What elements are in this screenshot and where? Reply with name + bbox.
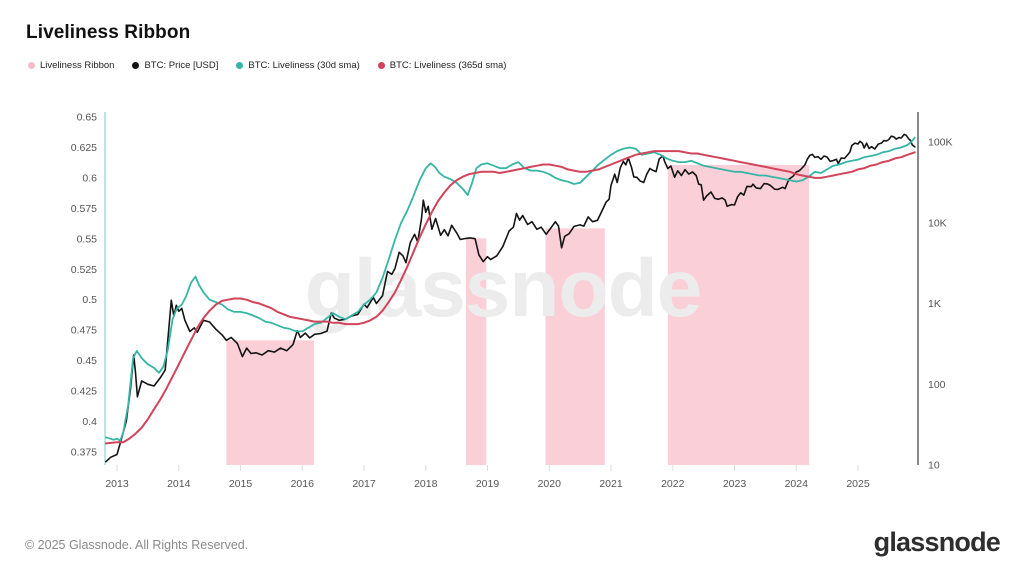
x-axis-label: 2014 <box>167 478 191 490</box>
series-btc-price-usd- <box>105 133 916 463</box>
x-axis-label: 2023 <box>723 478 747 490</box>
x-axis-label: 2018 <box>414 478 438 490</box>
left-axis-label: 0.6 <box>82 172 97 184</box>
data-series <box>104 133 916 463</box>
right-axis-label: 1K <box>928 298 941 310</box>
x-axis-label: 2013 <box>105 478 129 490</box>
liveliness-ribbon-bands <box>226 164 810 465</box>
x-axis-label: 2019 <box>476 478 500 490</box>
legend-dot-icon <box>377 62 385 69</box>
ribbon-band <box>545 228 605 465</box>
legend-label: BTC: Liveliness (30d sma) <box>248 60 360 71</box>
left-axis-label: 0.425 <box>71 386 97 398</box>
right-axis-label: 100K <box>928 137 953 149</box>
ribbon-band <box>465 238 487 465</box>
page-title: Liveliness Ribbon <box>26 22 191 43</box>
legend-label: BTC: Liveliness (365d sma) <box>389 60 507 71</box>
series-btc-liveliness-30d-sma- <box>105 136 916 442</box>
legend-dot-icon <box>28 62 35 69</box>
left-axis-label: 0.5 <box>82 294 97 306</box>
copyright-text: © 2025 Glassnode. All Rights Reserved. <box>25 538 249 552</box>
legend-dot-icon <box>132 62 140 69</box>
x-axis-label: 2022 <box>661 478 685 490</box>
x-axis-label: 2017 <box>352 478 376 490</box>
x-axis-label: 2020 <box>538 478 562 490</box>
right-axis-label: 10K <box>928 217 947 229</box>
left-axis-label: 0.525 <box>71 264 97 276</box>
ribbon-band <box>226 340 314 465</box>
x-axis-label: 2015 <box>229 478 253 490</box>
legend-item-liveliness-365d[interactable]: BTC: Liveliness (365d sma) <box>377 60 507 71</box>
watermark-logo: glassnode <box>305 243 702 334</box>
left-axis-label: 0.4 <box>82 416 97 428</box>
legend-label: Liveliness Ribbon <box>40 60 115 71</box>
left-axis-label: 0.625 <box>71 142 97 154</box>
x-axis-label: 2025 <box>846 478 870 490</box>
axes <box>104 112 919 471</box>
x-axis-label: 2024 <box>785 478 809 490</box>
legend-item-liveliness-ribbon[interactable]: Liveliness Ribbon <box>28 60 114 71</box>
x-axis-label: 2021 <box>599 478 623 490</box>
legend-item-btc-price[interactable]: BTC: Price [USD] <box>132 60 218 71</box>
glassnode-logo: glassnode <box>873 527 1001 557</box>
ribbon-band <box>667 164 810 465</box>
series-btc-liveliness-365d-sma- <box>104 150 916 445</box>
left-axis-label: 0.575 <box>71 203 97 215</box>
left-axis-label: 0.375 <box>71 446 97 458</box>
x-axis-label: 2016 <box>291 478 315 490</box>
legend-label: BTC: Price [USD] <box>144 60 219 71</box>
axis-labels: 0.65 0.625 0.6 0.575 0.55 0.525 0.5 0.475 0.45 0.… <box>71 112 953 491</box>
left-axis-label: 0.55 <box>77 233 98 245</box>
left-axis-label: 0.45 <box>77 355 98 367</box>
left-axis-label: 0.475 <box>71 325 97 337</box>
right-axis-label: 10 <box>928 460 940 472</box>
legend-dot-icon <box>236 62 244 69</box>
chart-legend: Liveliness Ribbon BTC: Price [USD] BTC: … <box>28 60 506 71</box>
legend-item-liveliness-30d[interactable]: BTC: Liveliness (30d sma) <box>236 60 360 71</box>
right-axis-label: 100 <box>928 379 946 391</box>
left-axis-label: 0.65 <box>77 112 98 124</box>
